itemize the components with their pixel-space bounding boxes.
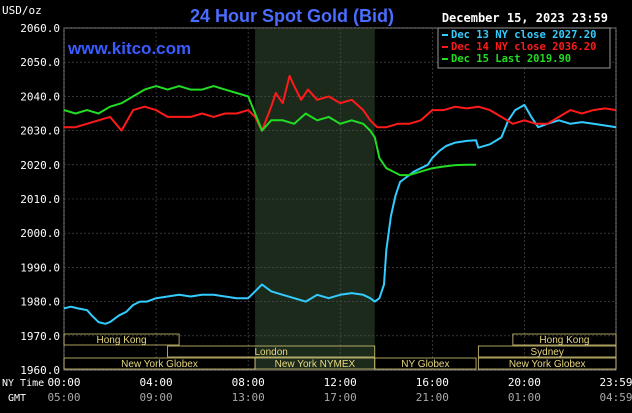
session-box — [167, 345, 376, 358]
legend-entry: Dec 15 Last 2019.90 — [451, 53, 571, 65]
watermark: www.kitco.com — [67, 39, 191, 58]
trading-hours-band — [255, 29, 375, 370]
y-tick-label: 1970.0 — [20, 330, 60, 343]
session-label: Hong Kong — [97, 335, 147, 346]
session-label: London — [254, 347, 287, 358]
market-sessions: Hong Kong London New York Globex New York N… — [63, 333, 617, 370]
session-box — [63, 333, 180, 346]
legend-box — [437, 27, 611, 69]
series-line-2 — [64, 74, 617, 132]
session-box — [512, 333, 617, 346]
legend-entry: Dec 13 NY close 2027.20 — [451, 29, 596, 41]
unit-label: USD/oz — [2, 4, 42, 17]
y-tick-label: 2020.0 — [20, 159, 60, 172]
x-tick-label-ny: 23:59 — [599, 376, 632, 389]
y-tick-label: 1990.0 — [20, 261, 60, 274]
session-label: Sydney — [530, 347, 563, 358]
y-tick-label: 1980.0 — [20, 296, 60, 309]
session-box — [477, 345, 617, 358]
session-box — [477, 357, 617, 370]
y-tick-label: 2040.0 — [20, 90, 60, 103]
x-tick-label-ny: 04:00 — [140, 376, 173, 389]
x-tick-label-ny: 00:00 — [47, 376, 80, 389]
x-tick-label-gmt: 09:00 — [140, 391, 173, 404]
y-tick-label: 2010.0 — [20, 193, 60, 206]
series-lines — [63, 74, 617, 325]
x-tick-label-gmt: 01:00 — [508, 391, 541, 404]
x-axis: 00:00 05:00 04:00 09:00 08:00 13:00 12:00 17:00… — [2, 28, 632, 404]
x-row-label-ny: NY Time — [2, 378, 44, 389]
y-tick-label: 1960.0 — [20, 364, 60, 377]
x-tick-label-gmt: 21:00 — [416, 391, 449, 404]
session-label: New York Globex — [509, 359, 586, 370]
x-tick-label-ny: 12:00 — [324, 376, 357, 389]
x-tick-label-gmt: 13:00 — [232, 391, 265, 404]
x-tick-label-gmt: 05:00 — [47, 391, 80, 404]
y-tick-label: 2000.0 — [20, 227, 60, 240]
y-tick-label: 2060.0 — [20, 22, 60, 35]
timestamp: December 15, 2023 23:59 — [442, 11, 608, 25]
session-label: NY Globex — [401, 359, 449, 370]
session-box — [374, 357, 477, 370]
y-tick-label: 2050.0 — [20, 56, 60, 69]
x-tick-label-ny: 20:00 — [508, 376, 541, 389]
session-label: New York NYMEX — [275, 359, 356, 370]
session-label: New York Globex — [121, 359, 198, 370]
x-tick-label-gmt: 04:59 — [599, 391, 632, 404]
session-label: Hong Kong — [539, 335, 589, 346]
y-tick-label: 2030.0 — [20, 125, 60, 138]
x-tick-label-ny: 08:00 — [232, 376, 265, 389]
series-line-1 — [63, 103, 617, 325]
legend-entry: Dec 14 NY close 2036.20 — [451, 41, 596, 53]
chart-title: 24 Hour Spot Gold (Bid) — [190, 6, 394, 26]
x-tick-label-ny: 16:00 — [416, 376, 449, 389]
x-row-label-gmt: GMT — [8, 393, 26, 404]
x-tick-label-gmt: 17:00 — [324, 391, 357, 404]
series-line-3 — [63, 85, 476, 177]
